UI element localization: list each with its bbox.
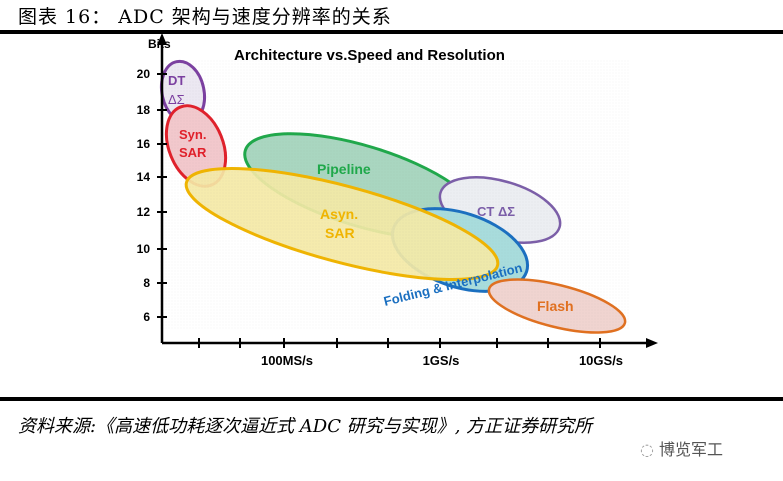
y-tick-label: 18 xyxy=(137,103,151,117)
label-asyn-sar: SAR xyxy=(325,225,355,241)
source-caption: 资料来源:《高速低功耗逐次逼近式 ADC 研究与实现》, 方正证券研究所 xyxy=(18,416,593,437)
y-tick-label: 6 xyxy=(143,310,150,324)
figure-title: 图表 16： ADC 架构与速度分辨率的关系 xyxy=(18,6,392,28)
label-dt: DT xyxy=(168,73,185,88)
bottom-divider xyxy=(0,397,783,401)
label-pipeline: Pipeline xyxy=(317,161,371,177)
y-tick-label: 10 xyxy=(137,242,151,256)
y-tick-label: 12 xyxy=(137,205,151,219)
y-tick-label: 16 xyxy=(137,137,151,151)
label-asyn: Asyn. xyxy=(320,206,358,222)
x-tick-labels: 100MS/s 1GS/s 10GS/s xyxy=(261,353,623,368)
y-tick-label: 14 xyxy=(137,170,151,184)
axes xyxy=(160,40,648,345)
x-ticks xyxy=(198,338,601,348)
x-tick-label: 1GS/s xyxy=(423,353,460,368)
y-ticks xyxy=(157,73,167,318)
y-tick-labels: 20 18 16 14 12 10 8 6 xyxy=(137,67,151,324)
y-tick-label: 8 xyxy=(143,276,150,290)
y-tick-label: 20 xyxy=(137,67,151,81)
watermark-text: 博览军工 xyxy=(659,440,724,459)
watermark: ◌ 博览军工 xyxy=(640,436,723,460)
x-axis-arrow-icon xyxy=(646,338,658,348)
label-ct-delta-sigma: CT ΔΣ xyxy=(477,204,515,219)
x-tick-label: 100MS/s xyxy=(261,353,313,368)
adc-architecture-diagram: Architecture vs.Speed and Resolution Bit… xyxy=(137,33,658,368)
label-flash: Flash xyxy=(537,298,574,314)
top-divider xyxy=(0,30,783,34)
y-axis-arrow-icon xyxy=(157,33,167,45)
x-tick-label: 10GS/s xyxy=(579,353,623,368)
diagram-title: Architecture vs.Speed and Resolution xyxy=(234,47,505,64)
wechat-icon: ◌ xyxy=(640,440,660,459)
label-dt-sigma: ΔΣ xyxy=(168,92,185,107)
label-syn-sar: SAR xyxy=(179,145,207,160)
label-syn: Syn. xyxy=(179,127,206,142)
